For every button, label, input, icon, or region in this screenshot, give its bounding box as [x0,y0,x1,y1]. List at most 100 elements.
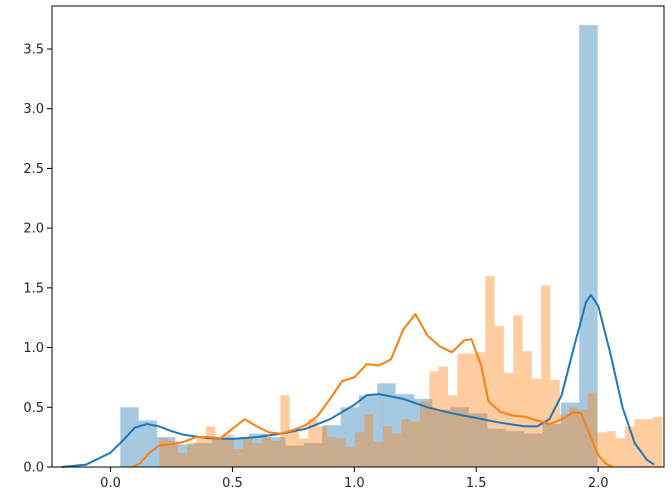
histogram-bar [450,407,470,467]
histogram-bar [503,372,514,467]
histogram-bar [196,438,206,467]
histogram-bar [438,366,449,467]
histogram-bar [336,438,346,467]
histogram-bar [457,353,467,467]
histogram-bar [175,444,194,467]
x-tick-label: 0.5 [222,476,243,491]
histogram-bar [414,398,433,467]
y-tick-label: 0.0 [23,461,44,476]
histogram-bar [212,439,231,467]
histogram-bar [505,431,525,467]
kde-line-1 [132,313,614,468]
histogram-bar [364,414,374,467]
histogram-bar [615,438,625,467]
histogram-bar [550,379,560,467]
histogram-bar [560,402,580,467]
histogram-bar [261,437,272,467]
histogram-bar [345,446,355,467]
plot-frame [51,5,665,468]
histogram-bar [303,443,323,467]
histogram-bar [340,407,359,467]
histogram-bar [193,443,213,467]
histogram-bar [469,413,488,467]
histogram-bar [373,441,383,467]
histogram-bar [587,392,598,467]
histogram-bar [524,433,543,467]
histogram-series-1 [159,275,663,467]
histogram-bar [322,425,341,467]
histogram-bar [267,437,286,467]
histogram-bar [475,352,486,467]
histogram-bar [377,383,396,467]
histogram-bar [531,378,542,467]
y-tick-label: 1.0 [23,341,44,356]
histogram-bar [579,25,598,468]
histogram-bar [230,438,249,467]
histogram-bar [280,395,290,467]
histogram-bar [187,443,197,467]
histogram-bar [522,351,532,467]
histogram-bar [285,445,304,467]
histogram-series-0 [120,25,598,468]
x-tick-label: 1.5 [466,476,487,491]
histogram-bar [326,437,337,467]
y-tick-label: 3.5 [23,42,44,57]
kde-curves [61,294,655,468]
x-tick-label: 0.0 [100,476,121,491]
histogram-bar [485,275,495,467]
histogram-bar [542,424,561,467]
histogram-bar [410,421,421,467]
histogram-bar [652,416,663,467]
y-tick-label: 0.5 [23,401,44,416]
histogram-bar [252,443,262,467]
y-tick-label: 2.5 [23,162,44,177]
histogram-bars [120,25,663,468]
histogram-bar [289,431,299,467]
histogram-bar [392,433,402,467]
histogram-bar [308,419,318,467]
histogram-bar [224,434,234,467]
histogram-bar [634,419,644,467]
histogram-bar [248,433,268,467]
y-tick-label: 3.0 [23,102,44,117]
histogram-bar [243,438,253,467]
histogram-bar [317,426,327,467]
histogram-bar [448,395,458,467]
histogram-bar [358,395,378,467]
y-tick-label: 1.5 [23,281,44,296]
histogram-bar [168,440,178,467]
histogram-bar [643,419,653,467]
histogram-bar [177,452,188,467]
x-axis: 0.0 0.5 1.0 1.5 2.0 [100,467,609,491]
histogram-bar [395,394,415,467]
kde-line-0 [61,294,655,468]
histogram-bar [138,420,157,467]
histogram-bar [271,440,281,467]
histogram-bar [513,315,523,467]
histogram-bar [120,407,139,467]
histogram-bar [159,438,169,467]
y-tick-label: 2.0 [23,222,44,237]
histogram-bar [606,431,616,467]
histogram-bar [382,426,393,467]
histogram-bar [233,449,244,467]
histogram-bar [432,409,451,467]
histogram-bar [541,285,551,467]
histogram-bar [401,419,411,467]
histogram-bar [559,414,570,467]
histogram-bar [466,353,476,467]
histogram-bar [429,371,439,467]
histogram-bar [569,407,579,467]
x-tick-label: 1.0 [344,476,365,491]
histogram-bar [215,439,225,467]
histogram-bar [298,438,309,467]
histogram-bar [494,326,504,467]
x-tick-label: 2.0 [588,476,609,491]
histogram-bar [205,426,216,467]
histogram-bar [578,409,588,467]
histogram-bar [354,432,365,467]
y-axis: 0.0 0.5 1.0 1.5 2.0 2.5 3.0 3.5 [23,42,52,476]
histogram-bar [597,432,607,467]
